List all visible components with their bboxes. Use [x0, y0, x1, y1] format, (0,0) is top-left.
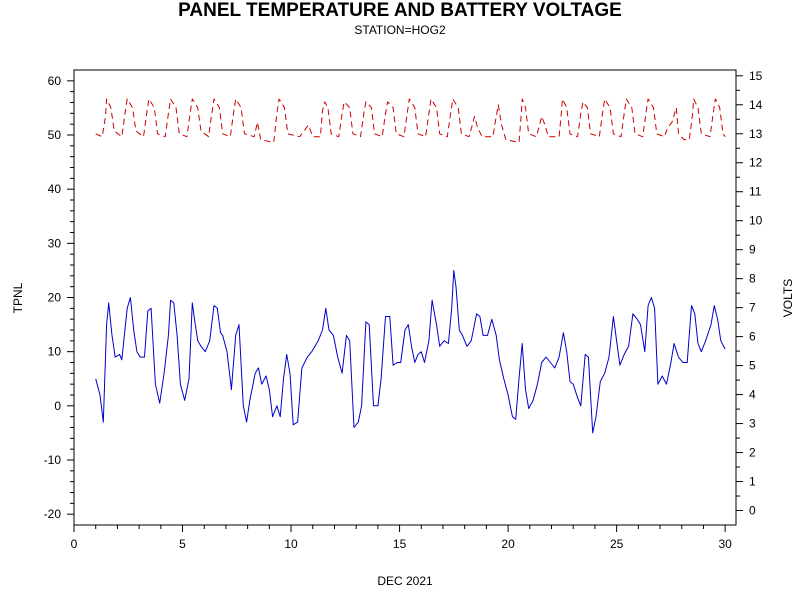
- y-left-tick-label: 10: [48, 345, 62, 359]
- y-right-tick-label: 10: [749, 214, 763, 228]
- y-right-tick-label: 9: [749, 243, 756, 257]
- y-left-tick-label: 40: [48, 182, 62, 196]
- y-left-tick-label: 30: [48, 236, 62, 250]
- y-right-tick-label: 1: [749, 475, 756, 489]
- x-axis: 0 5 10 15 20 25 30: [71, 525, 732, 551]
- y-left-tick-label: 0: [54, 399, 61, 413]
- y-left-axis-label: TPNL: [11, 282, 25, 313]
- y-right-tick-label: 14: [749, 98, 763, 112]
- y-left-axis: -20 -10 0 10 20 30 40 50 60: [44, 74, 74, 521]
- y-left-tick-label: 50: [48, 128, 62, 142]
- x-tick-label: 15: [393, 537, 407, 551]
- y-right-tick-label: 11: [749, 185, 762, 199]
- y-left-tick-label: 60: [48, 74, 62, 88]
- chart-subtitle: STATION=HOG2: [354, 23, 446, 37]
- y-right-tick-label: 0: [749, 504, 756, 518]
- y-right-tick-label: 7: [749, 301, 756, 315]
- y-left-tick-label: -10: [44, 453, 62, 467]
- y-right-tick-label: 2: [749, 446, 756, 460]
- x-tick-label: 5: [179, 537, 186, 551]
- y-right-tick-label: 8: [749, 272, 756, 286]
- panel-temperature-line: [95, 269, 726, 434]
- battery-voltage-line: [95, 98, 726, 143]
- x-tick-label: 20: [501, 537, 515, 551]
- x-tick-label: 30: [718, 537, 732, 551]
- y-left-tick-label: -20: [44, 507, 62, 521]
- y-right-tick-label: 5: [749, 359, 756, 373]
- series-layer: [95, 98, 726, 434]
- x-tick-label: 10: [284, 537, 298, 551]
- y-left-tick-label: 20: [48, 291, 62, 305]
- y-right-tick-label: 13: [749, 127, 763, 141]
- chart-title: PANEL TEMPERATURE AND BATTERY VOLTAGE: [178, 0, 622, 21]
- x-tick-label: 0: [71, 537, 78, 551]
- x-tick-label: 25: [610, 537, 624, 551]
- y-right-tick-label: 4: [749, 388, 756, 402]
- x-axis-label: DEC 2021: [377, 574, 433, 588]
- y-right-tick-label: 6: [749, 330, 756, 344]
- y-right-axis-label: VOLTS: [781, 279, 795, 317]
- y-right-tick-label: 3: [749, 417, 756, 431]
- y-right-tick-label: 15: [749, 69, 763, 83]
- plot-frame: [73, 69, 737, 526]
- y-right-tick-label: 12: [749, 156, 763, 170]
